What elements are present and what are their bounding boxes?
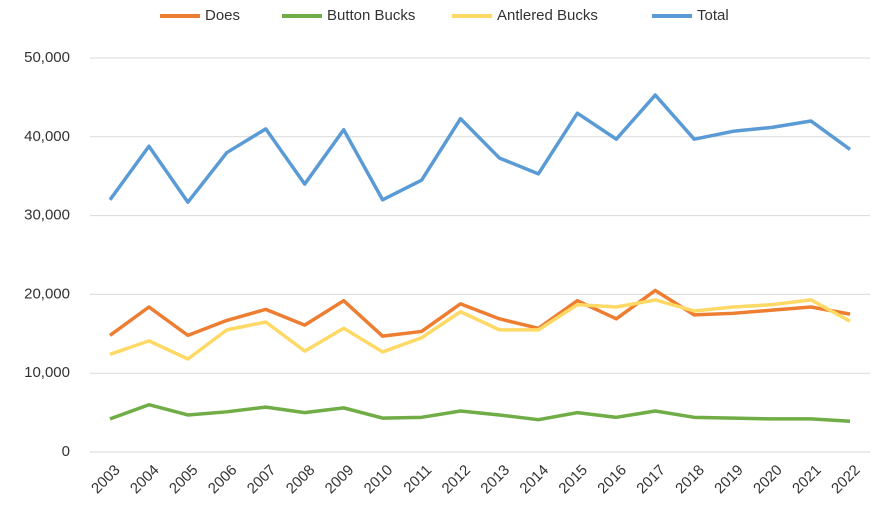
x-tick-label: 2009 <box>322 462 358 498</box>
y-tick-label: 30,000 <box>24 207 70 224</box>
legend-label: Button Bucks <box>327 7 415 24</box>
series-line <box>109 298 851 361</box>
x-tick-label: 2008 <box>283 462 319 498</box>
x-tick-label: 2018 <box>672 462 708 498</box>
x-tick-label: 2011 <box>400 462 435 497</box>
x-tick-label: 2010 <box>361 462 397 498</box>
x-tick-label: 2019 <box>711 462 747 498</box>
x-tick-label: 2022 <box>828 462 864 498</box>
x-tick-label: 2015 <box>555 462 591 498</box>
y-tick-label: 20,000 <box>24 285 70 302</box>
legend-label: Does <box>205 7 240 24</box>
x-tick-label: 2005 <box>166 462 202 498</box>
x-tick-label: 2012 <box>439 462 475 498</box>
x-tick-label: 2021 <box>789 462 825 498</box>
y-tick-label: 40,000 <box>24 128 70 145</box>
x-tick-label: 2007 <box>244 462 280 498</box>
x-tick-label: 2020 <box>750 462 786 498</box>
series-line <box>108 93 852 204</box>
x-tick-label: 2016 <box>594 462 630 498</box>
x-tick-label: 2003 <box>88 462 124 498</box>
legend-label: Antlered Bucks <box>497 7 598 24</box>
x-tick-label: 2004 <box>127 462 163 498</box>
series-line <box>109 402 851 424</box>
y-tick-label: 0 <box>62 443 70 460</box>
y-tick-label: 50,000 <box>24 49 70 66</box>
legend-label: Total <box>697 7 729 24</box>
x-tick-label: 2013 <box>477 462 513 498</box>
y-tick-label: 10,000 <box>24 364 70 381</box>
series-line <box>108 288 851 338</box>
x-tick-label: 2006 <box>205 462 241 498</box>
x-tick-label: 2017 <box>633 462 669 498</box>
x-tick-label: 2014 <box>516 462 552 498</box>
